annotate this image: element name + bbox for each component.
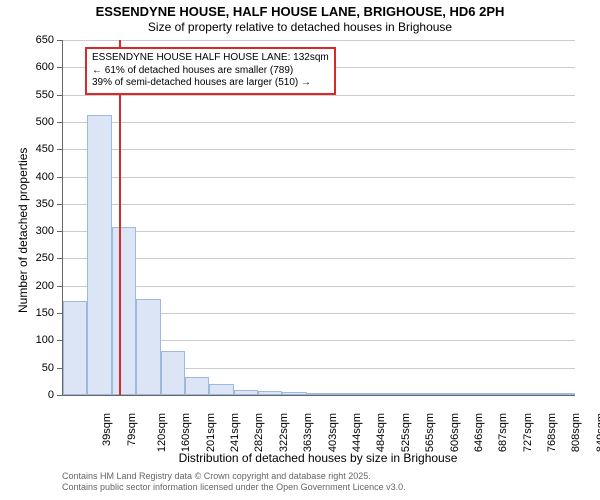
histogram-bar [551,393,575,395]
y-tick-label: 150 [0,307,54,319]
histogram-bar [112,227,136,395]
x-tick-label: 525sqm [400,413,412,452]
x-tick-label: 727sqm [522,413,534,452]
y-tick-label: 0 [0,389,54,401]
x-axis-title: Distribution of detached houses by size … [62,451,574,465]
x-tick-label: 363sqm [302,413,314,452]
x-tick-label: 646sqm [473,413,485,452]
histogram-bar [136,299,160,395]
histogram-bar [307,393,331,395]
annotation-line3: 39% of semi-detached houses are larger (… [92,77,329,90]
y-tick-label: 400 [0,171,54,183]
histogram-bar [282,392,306,395]
x-tick-label: 687sqm [497,413,509,452]
x-tick-label: 484sqm [376,413,388,452]
x-tick-label: 403sqm [327,413,339,452]
y-tick-label: 50 [0,362,54,374]
histogram-bar [380,393,404,395]
x-tick-label: 39sqm [101,413,113,446]
histogram-bar [477,393,501,395]
y-tick-label: 550 [0,89,54,101]
x-tick-label: 201sqm [205,413,217,452]
y-tick-label: 300 [0,225,54,237]
histogram-bar [234,390,258,395]
x-tick-label: 606sqm [449,413,461,452]
y-tick-label: 200 [0,280,54,292]
footer-line-1: Contains HM Land Registry data © Crown c… [62,471,406,482]
x-tick-label: 282sqm [254,413,266,452]
plot-area: ESSENDYNE HOUSE HALF HOUSE LANE: 132sqm←… [62,40,575,396]
footer-line-2: Contains public sector information licen… [62,482,406,493]
y-tick-label: 100 [0,334,54,346]
annotation-callout: ESSENDYNE HOUSE HALF HOUSE LANE: 132sqm←… [85,47,336,95]
y-tick-label: 450 [0,143,54,155]
histogram-bar [453,393,477,395]
x-tick-label: 768sqm [546,413,558,452]
histogram-bar [185,377,209,395]
y-tick-label: 650 [0,34,54,46]
annotation-line2: ← 61% of detached houses are smaller (78… [92,65,329,78]
histogram-bar [502,393,526,395]
x-tick-label: 79sqm [126,413,138,446]
y-tick-label: 500 [0,116,54,128]
x-tick-label: 444sqm [351,413,363,452]
footer-attribution: Contains HM Land Registry data © Crown c… [62,471,406,493]
x-tick-label: 565sqm [424,413,436,452]
x-tick-label: 160sqm [180,413,192,452]
histogram-bar [87,115,111,395]
histogram-bar [404,393,428,395]
y-tick-label: 250 [0,252,54,264]
histogram-bar [161,351,185,395]
histogram-bar [331,393,355,395]
histogram-bar [356,393,380,395]
x-tick-label: 120sqm [156,413,168,452]
histogram-bar [63,301,87,395]
x-tick-label: 322sqm [278,413,290,452]
histogram-bar [429,393,453,395]
y-tick-label: 600 [0,61,54,73]
x-tick-label: 241sqm [229,413,241,452]
y-tick-label: 350 [0,198,54,210]
annotation-line1: ESSENDYNE HOUSE HALF HOUSE LANE: 132sqm [92,52,329,65]
histogram-bar [526,393,550,395]
histogram-bar [209,384,233,395]
x-tick-label: 849sqm [595,413,600,452]
histogram-bar [258,391,282,395]
x-tick-label: 808sqm [571,413,583,452]
